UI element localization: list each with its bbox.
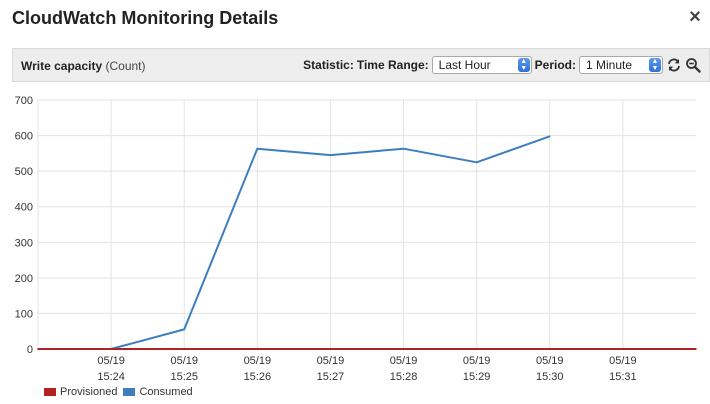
refresh-icon[interactable] (666, 57, 682, 73)
data-point-provisioned (110, 348, 112, 350)
metric-title: Write capacity (Count) (21, 59, 146, 73)
period-select[interactable]: 1 Minute ▲ ▼ (579, 56, 663, 74)
statistic-label: Statistic: (303, 58, 354, 72)
y-tick-label: 300 (15, 237, 33, 249)
data-point-provisioned (695, 348, 697, 350)
y-tick-label: 100 (15, 308, 33, 320)
y-tick-label: 500 (15, 166, 33, 178)
data-point-provisioned (475, 348, 478, 350)
close-icon[interactable]: × (689, 6, 701, 28)
time-range-select[interactable]: Last Hour ▲ ▼ (431, 56, 532, 74)
x-tick-time-label: 15:30 (536, 371, 564, 383)
data-point-consumed (183, 328, 186, 331)
select-arrows-icon: ▲ ▼ (649, 58, 661, 72)
data-point-consumed (475, 161, 478, 164)
period-label: Period: (534, 58, 576, 72)
data-point-provisioned (329, 348, 332, 350)
x-tick-date-label: 05/19 (390, 355, 418, 367)
dialog-header: CloudWatch Monitoring Details × (0, 0, 710, 38)
data-point-consumed (402, 147, 405, 150)
data-point-provisioned (183, 348, 186, 350)
legend-label-consumed: Consumed (139, 386, 193, 398)
chart-controls: Statistic: Time Range: Last Hour ▲ ▼ Peri… (303, 55, 701, 75)
period-value: 1 Minute (586, 58, 633, 72)
x-tick-time-label: 15:25 (170, 371, 198, 383)
x-tick-date-label: 05/19 (536, 355, 564, 367)
x-tick-date-label: 05/19 (463, 355, 491, 367)
x-tick-time-label: 15:24 (97, 371, 125, 383)
chart-toolbar: Write capacity (Count) Statistic: Time R… (12, 48, 710, 82)
x-tick-time-label: 15:26 (244, 371, 272, 383)
data-point-provisioned (37, 348, 39, 350)
data-point-consumed (256, 147, 259, 150)
legend-item-consumed[interactable]: Consumed (123, 386, 193, 398)
select-arrows-icon: ▲ ▼ (517, 58, 530, 72)
legend-item-provisioned[interactable]: Provisioned (44, 386, 117, 398)
series-line-consumed (38, 135, 551, 350)
data-point-provisioned (622, 348, 624, 350)
x-tick-date-label: 05/19 (609, 355, 637, 367)
line-chart: 0 100 200 300 400 500 600 700 05/19 15:24 05/19 15:… (15, 95, 697, 383)
dialog-title: CloudWatch Monitoring Details (12, 8, 279, 28)
legend-swatch-consumed (123, 388, 136, 396)
metric-unit: (Count) (105, 59, 146, 73)
x-tick-time-label: 15:28 (390, 371, 418, 383)
y-tick-label: 200 (15, 273, 33, 285)
x-tick-date-label: 05/19 (317, 355, 345, 367)
legend-label-provisioned: Provisioned (60, 386, 118, 398)
y-tick-label: 400 (15, 202, 33, 214)
time-range-value: Last Hour (438, 58, 491, 72)
x-tick-time-label: 15:29 (463, 371, 491, 383)
zoom-out-icon[interactable] (685, 57, 701, 73)
x-tick-date-label: 05/19 (170, 355, 198, 367)
time-range-label: Time Range: (356, 58, 429, 72)
y-tick-label: 700 (15, 95, 33, 107)
metric-name: Write capacity (21, 59, 103, 73)
data-point-provisioned (548, 348, 551, 350)
data-point-provisioned (402, 348, 405, 350)
data-point-provisioned (256, 348, 259, 350)
x-tick-date-label: 05/19 (244, 355, 272, 367)
x-tick-time-label: 15:27 (317, 371, 345, 383)
y-tick-label: 600 (15, 131, 33, 143)
x-tick-date-label: 05/19 (97, 355, 125, 367)
chart-legend: Provisioned Consumed (44, 386, 199, 398)
data-point-consumed (329, 154, 332, 156)
y-tick-label: 0 (27, 344, 33, 356)
data-point-consumed (548, 135, 551, 138)
x-tick-time-label: 15:31 (609, 371, 637, 383)
legend-swatch-provisioned (44, 388, 56, 396)
